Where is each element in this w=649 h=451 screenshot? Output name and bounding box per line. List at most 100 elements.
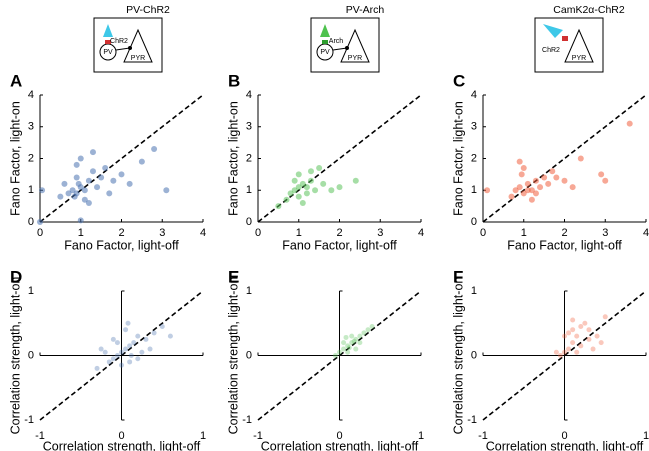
point (118, 171, 125, 178)
point (135, 356, 141, 362)
point (110, 177, 117, 184)
synapse (115, 47, 131, 51)
point (570, 317, 576, 323)
point (545, 180, 552, 187)
y-tick-label: 0 (471, 216, 477, 228)
point (553, 349, 559, 355)
point (37, 219, 43, 225)
x-tick-label: -1 (253, 430, 263, 442)
point (71, 193, 78, 200)
point (345, 343, 351, 349)
synapse (332, 47, 348, 51)
point (578, 323, 584, 329)
point (143, 336, 149, 342)
x-tick-label: 2 (336, 227, 342, 239)
inset-label: PYR (131, 55, 145, 62)
point (139, 349, 145, 355)
panel-letter: C (453, 71, 465, 90)
x-tick-label: 0 (480, 227, 486, 239)
point (303, 190, 310, 197)
point (594, 333, 600, 339)
point (94, 184, 101, 191)
identity-line (482, 94, 647, 223)
panel-letter: E (228, 267, 239, 286)
point (159, 323, 165, 329)
inset-label: PV (103, 49, 113, 56)
identity-line (39, 94, 204, 223)
y-tick-label: -1 (24, 414, 34, 426)
point (128, 353, 134, 358)
point (582, 320, 588, 326)
point (577, 155, 584, 162)
point (341, 346, 347, 352)
synapse-dot (345, 46, 349, 50)
x-tick-label: 2 (561, 227, 567, 239)
point (602, 177, 609, 184)
point (163, 187, 170, 194)
point (106, 359, 112, 365)
point (61, 180, 68, 187)
x-axis-label: Correlation strength, light-off (261, 439, 419, 451)
point (126, 180, 133, 187)
x-tick-label: -1 (35, 430, 45, 442)
point (516, 184, 523, 191)
inset-label: PYR (348, 55, 362, 62)
point (295, 184, 302, 191)
point (57, 193, 64, 200)
pyr-cell (564, 28, 594, 63)
opsin (105, 40, 111, 44)
identity-line (39, 290, 204, 421)
point (626, 120, 633, 127)
y-axis-label: Correlation strength, light-on (451, 277, 465, 435)
pyr-cell (123, 28, 153, 63)
point (77, 217, 84, 224)
y-tick-label: -1 (467, 414, 477, 426)
inset-label: PV (320, 49, 330, 56)
panel-letter: D (10, 267, 22, 286)
point (135, 333, 141, 339)
x-tick-label: 4 (643, 227, 649, 239)
inset-label: ChR2 (542, 47, 560, 54)
x-axis-label: Fano Factor, light-off (507, 238, 622, 252)
point (151, 330, 157, 336)
y-tick-label: 3 (28, 121, 34, 133)
y-tick-label: 0 (28, 349, 34, 361)
point (98, 174, 105, 181)
point (102, 349, 108, 355)
point (361, 330, 367, 336)
point (602, 314, 608, 320)
y-tick-label: 1 (28, 285, 34, 297)
point (287, 190, 294, 197)
x-axis-label: Correlation strength, light-off (43, 439, 201, 451)
point (566, 330, 572, 336)
identity-line (257, 94, 422, 223)
point (125, 320, 131, 326)
point (365, 327, 371, 333)
point (131, 340, 137, 346)
point (114, 353, 120, 358)
point (574, 349, 580, 355)
point (561, 177, 568, 184)
point (69, 187, 76, 194)
point (541, 174, 548, 181)
point (357, 333, 363, 339)
y-tick-label: 1 (246, 285, 252, 297)
point (102, 165, 109, 172)
point (349, 340, 355, 346)
point (303, 184, 310, 191)
point (336, 184, 343, 191)
y-tick-label: 1 (471, 285, 477, 297)
x-tick-label: 1 (78, 227, 84, 239)
identity-line (482, 290, 647, 421)
point (81, 187, 88, 194)
point (343, 334, 349, 340)
x-axis-label: Correlation strength, light-off (486, 439, 644, 451)
point (598, 340, 604, 346)
x-tick-label: 3 (377, 227, 383, 239)
point (123, 327, 129, 333)
point (295, 171, 302, 178)
synapse-dot (128, 46, 132, 50)
point (345, 349, 351, 355)
opsin (322, 40, 328, 44)
y-axis-label: Correlation strength, light-on (8, 277, 22, 435)
